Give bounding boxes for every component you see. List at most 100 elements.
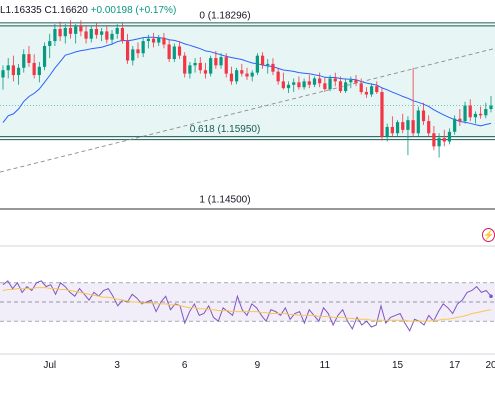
ohlc-low: L1.16335: [0, 5, 42, 16]
candle-body: [115, 28, 119, 34]
candle-body: [432, 133, 436, 147]
ohlc-header: L1.16335 C1.16620 +0.00198 (+0.17%): [0, 5, 176, 16]
candle-body: [338, 81, 343, 92]
x-tick-label: 15: [392, 360, 404, 371]
candlestick-series: [1, 20, 493, 158]
candle-body: [359, 83, 363, 93]
candle-body: [468, 105, 472, 118]
candle-body: [63, 28, 67, 37]
candle-body: [209, 58, 213, 74]
x-tick-label: Jul: [43, 360, 56, 371]
candle-body: [255, 55, 259, 73]
candle-body: [354, 79, 358, 84]
candle-body: [183, 55, 187, 74]
candle-body: [120, 28, 125, 42]
candle-body: [453, 118, 457, 132]
trendline: [0, 47, 495, 173]
candle-body: [177, 46, 182, 56]
fib-label-0: 0 (1.18296): [199, 10, 250, 21]
candle-body: [74, 26, 78, 34]
candle-body: [240, 70, 244, 74]
candle-body: [427, 121, 431, 134]
candle-body: [32, 62, 36, 76]
lightning-icon[interactable]: ⚡: [482, 228, 495, 242]
candle-body: [48, 41, 52, 46]
candle-body: [344, 82, 348, 92]
candle-body: [79, 26, 83, 32]
fib-zone-fill: [0, 24, 495, 139]
candle-body: [318, 78, 322, 84]
candle-body: [16, 67, 21, 76]
candle-body: [193, 62, 197, 66]
candle-body: [100, 31, 104, 35]
x-tick-label: 6: [182, 360, 188, 371]
candle-body: [463, 105, 467, 122]
candle-body: [447, 131, 452, 142]
candle-body: [473, 113, 478, 118]
candle-body: [406, 120, 410, 130]
candle-body: [286, 84, 291, 89]
candle-body: [369, 86, 374, 95]
candle-body: [271, 63, 275, 72]
candle-body: [333, 78, 337, 82]
candle-body: [245, 73, 249, 77]
fib-retracement: [0, 22, 495, 210]
candle-body: [266, 63, 270, 66]
candle-body: [401, 122, 405, 130]
candle-body: [131, 49, 135, 61]
candle-body: [162, 37, 166, 45]
candle-body: [203, 70, 208, 74]
fib-label-2: 1 (1.14500): [199, 194, 250, 205]
candle-body: [125, 41, 130, 61]
candle-body: [146, 38, 150, 42]
x-tick-label: 9: [255, 360, 261, 371]
candle-body: [1, 70, 5, 78]
ohlc-change: +0.00198 (+0.17%): [90, 5, 177, 16]
rsi-line: [2, 280, 492, 332]
candle-body: [395, 122, 400, 134]
candle-body: [411, 120, 415, 134]
candle-body: [157, 37, 161, 43]
candle-body: [260, 55, 265, 66]
candle-body: [292, 82, 296, 85]
candle-body: [442, 138, 446, 142]
candle-body: [11, 65, 15, 76]
x-tick-label: 11: [320, 360, 331, 371]
candle-body: [58, 28, 62, 37]
candle-body: [198, 62, 202, 71]
fib-labels: 0 (1.18296) 0.618 (1.15950) 1 (1.14500): [190, 10, 261, 205]
candle-body: [37, 66, 41, 76]
x-tick-label: 3: [114, 360, 120, 371]
candle-body: [380, 92, 384, 137]
candle-body: [224, 57, 228, 74]
candle-body: [328, 78, 332, 90]
candle-body: [437, 138, 441, 147]
rsi-ma-line: [2, 287, 492, 322]
candle-body: [89, 28, 93, 39]
candle-body: [84, 31, 88, 39]
candle-body: [219, 57, 223, 66]
candle-body: [141, 41, 145, 54]
candle-body: [188, 65, 192, 74]
candle-body: [151, 38, 156, 43]
time-axis: Jul 3 6 9 11 15 17 20: [0, 353, 495, 371]
x-tick-label: 17: [449, 360, 461, 371]
candle-body: [27, 54, 31, 63]
candle-body: [42, 45, 47, 67]
candle-body: [390, 126, 394, 134]
rsi-panel: [0, 245, 495, 332]
candle-body: [136, 49, 140, 54]
candle-body: [172, 46, 176, 60]
candle-body: [229, 73, 234, 82]
fib-label-1: 0.618 (1.15950): [190, 124, 261, 135]
candle-body: [364, 92, 369, 95]
candle-body: [167, 44, 171, 60]
candle-body: [297, 82, 301, 88]
candle-body: [94, 28, 99, 35]
candle-body: [68, 28, 73, 34]
candle-body: [6, 65, 10, 71]
candle-body: [276, 71, 280, 82]
moving-average: [2, 36, 492, 127]
candle-body: [307, 81, 311, 85]
